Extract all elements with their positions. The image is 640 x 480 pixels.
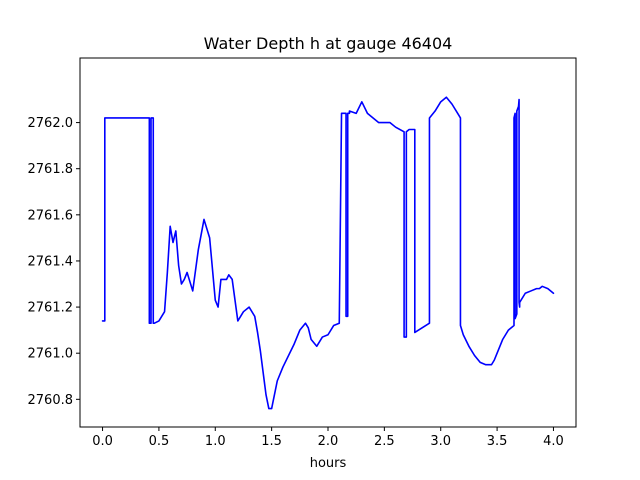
chart-title: Water Depth h at gauge 46404 — [204, 34, 453, 53]
x-tick-label: 2.5 — [374, 434, 395, 449]
x-axis-ticks: 0.0 0.5 1.0 1.5 2.0 2.5 3.0 3.5 4.0 — [92, 427, 564, 449]
series-line-0 — [101, 96, 555, 410]
y-axis-ticks: 2760.8 2761.0 2761.2 2761.4 2761.6 2761.8 2762… — [28, 116, 80, 408]
x-tick-label: 3.0 — [430, 434, 451, 449]
x-tick-label: 1.0 — [205, 434, 226, 449]
y-tick-label: 2761.4 — [28, 254, 74, 269]
y-tick-label: 2761.8 — [28, 162, 74, 177]
y-tick-label: 2761.2 — [28, 301, 74, 316]
x-tick-label: 1.5 — [261, 434, 282, 449]
x-tick-label: 4.0 — [543, 434, 564, 449]
y-tick-label: 2762.0 — [28, 116, 74, 131]
y-tick-label: 2761.0 — [28, 347, 74, 362]
x-axis-label: hours — [310, 456, 347, 471]
plot-frame — [79, 57, 577, 428]
x-tick-label: 0.5 — [149, 434, 170, 449]
x-tick-label: 2.0 — [318, 434, 339, 449]
y-tick-label: 2760.8 — [28, 393, 74, 408]
series-layer — [101, 96, 555, 410]
plot-area: 0.0 0.5 1.0 1.5 2.0 2.5 3.0 3.5 4.0 2760.8 2761.0… — [28, 57, 577, 449]
y-tick-label: 2761.6 — [28, 208, 74, 223]
x-tick-label: 0.0 — [92, 434, 113, 449]
x-tick-label: 3.5 — [487, 434, 508, 449]
